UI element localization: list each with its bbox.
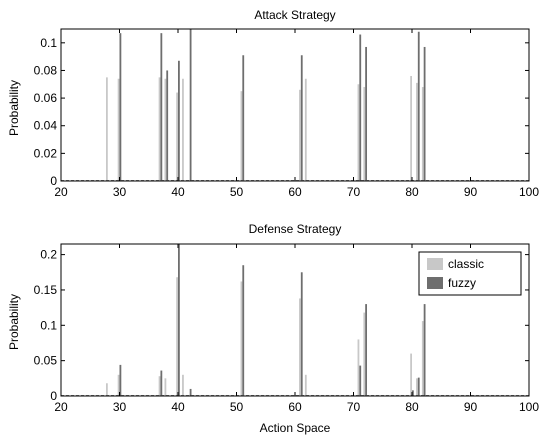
bar-series-0 bbox=[158, 77, 161, 181]
bar-series-1 bbox=[300, 55, 303, 181]
bar-series-0 bbox=[117, 78, 120, 181]
bar-series-1 bbox=[189, 29, 192, 181]
legend-swatch-classic bbox=[427, 258, 443, 270]
x-tick-label: 50 bbox=[230, 185, 244, 199]
bar-series-0 bbox=[106, 77, 108, 181]
bar-series-1 bbox=[178, 60, 180, 181]
bar-fuzzy bbox=[359, 365, 362, 396]
x-tick-label: 90 bbox=[464, 185, 478, 199]
x-tick-label: 20 bbox=[54, 185, 68, 199]
y-axis-label: Probability bbox=[7, 80, 21, 136]
x-tick-label: 40 bbox=[171, 185, 185, 199]
bar-fuzzy bbox=[417, 377, 420, 396]
bar-series-0 bbox=[240, 91, 243, 181]
bar-series-1 bbox=[242, 55, 245, 181]
x-tick-label: 40 bbox=[171, 400, 185, 414]
bar-classic bbox=[299, 298, 301, 396]
bar-series-0 bbox=[299, 89, 301, 181]
plot-frame bbox=[60, 28, 530, 182]
bar-series-1 bbox=[359, 34, 362, 181]
bar-series-0 bbox=[304, 78, 307, 181]
bar-classic bbox=[240, 281, 243, 396]
x-tick-label: 100 bbox=[519, 400, 539, 414]
legend-label-fuzzy: fuzzy bbox=[448, 276, 476, 290]
x-tick-label: 90 bbox=[464, 400, 478, 414]
x-tick-label: 30 bbox=[113, 400, 127, 414]
chart-title: Defense Strategy bbox=[249, 222, 342, 236]
y-tick-label: 0.04 bbox=[34, 119, 58, 133]
y-tick-label: 0.1 bbox=[40, 36, 57, 50]
y-tick-label: 0 bbox=[50, 389, 57, 403]
bar-classic bbox=[117, 374, 120, 396]
y-tick-label: 0.02 bbox=[34, 146, 58, 160]
x-tick-label: 50 bbox=[230, 400, 244, 414]
bar-fuzzy bbox=[178, 244, 180, 396]
bars bbox=[61, 29, 529, 182]
legend: classic fuzzy bbox=[418, 251, 522, 296]
y-tick-label: 0.06 bbox=[34, 91, 58, 105]
bar-fuzzy bbox=[119, 364, 122, 396]
x-tick-label: 60 bbox=[288, 185, 302, 199]
bar-series-1 bbox=[365, 46, 367, 182]
bar-series-1 bbox=[119, 33, 122, 182]
bar-classic bbox=[176, 277, 178, 396]
y-axis-label: Probability bbox=[7, 294, 21, 350]
bar-fuzzy bbox=[423, 304, 426, 396]
x-tick-label: 70 bbox=[347, 185, 361, 199]
bar-series-1 bbox=[160, 33, 163, 182]
bar-series-0 bbox=[357, 84, 360, 181]
chart-title: Attack Strategy bbox=[254, 8, 335, 22]
y-tick-label: 0 bbox=[50, 174, 57, 188]
bar-series-0 bbox=[421, 87, 424, 181]
bar-classic bbox=[164, 378, 167, 396]
y-tick-label: 0.05 bbox=[34, 354, 58, 368]
y-tick-label: 0.1 bbox=[40, 318, 57, 332]
y-tick-label: 0.08 bbox=[34, 63, 58, 77]
attack-strategy-panel: Attack Strategy Probability 20 30 40 50 60 70… bbox=[7, 8, 539, 199]
bar-series-0 bbox=[182, 78, 184, 181]
bar-fuzzy bbox=[365, 304, 367, 396]
legend-swatch-fuzzy bbox=[427, 277, 443, 289]
bar-classic bbox=[421, 321, 424, 396]
x-tick-label: 70 bbox=[347, 400, 361, 414]
bar-series-0 bbox=[416, 82, 418, 181]
bar-series-1 bbox=[417, 31, 420, 182]
x-tick-label: 20 bbox=[54, 400, 68, 414]
x-tick-label: 100 bbox=[519, 185, 539, 199]
bar-series-1 bbox=[166, 70, 169, 181]
bar-classic bbox=[304, 374, 307, 396]
y-tick-label: 0.15 bbox=[34, 283, 58, 297]
bar-series-0 bbox=[164, 78, 167, 181]
bar-classic bbox=[182, 374, 184, 396]
bar-classic bbox=[363, 312, 366, 396]
y-tick-label: 0.2 bbox=[40, 248, 57, 262]
bar-classic bbox=[158, 376, 161, 396]
ticks: 20 30 40 50 60 70 80 90 100 0 0.05 0.1 0.15 0.2 bbox=[34, 244, 539, 414]
bar-series-0 bbox=[363, 87, 366, 181]
bar-series-0 bbox=[410, 75, 412, 181]
bar-fuzzy bbox=[412, 390, 414, 396]
bar-series-0 bbox=[176, 92, 178, 181]
x-tick-label: 60 bbox=[288, 400, 302, 414]
bar-fuzzy bbox=[242, 265, 245, 396]
legend-label-classic: classic bbox=[448, 257, 484, 271]
ticks: 20 30 40 50 60 70 80 90 100 0 0.02 0.04 0.06 0.08 0.1 bbox=[34, 29, 539, 199]
bar-fuzzy bbox=[160, 370, 163, 396]
bar-classic bbox=[410, 353, 412, 396]
bar-classic bbox=[106, 383, 108, 396]
defense-strategy-panel: Defense Strategy Probability Action Spac… bbox=[7, 222, 539, 435]
bar-classic bbox=[357, 339, 360, 396]
bar-fuzzy bbox=[189, 388, 192, 396]
bar-fuzzy bbox=[300, 272, 303, 396]
bar-series-1 bbox=[423, 46, 426, 182]
x-axis-label: Action Space bbox=[260, 421, 331, 435]
x-tick-label: 30 bbox=[113, 185, 127, 199]
x-tick-label: 80 bbox=[405, 185, 419, 199]
x-tick-label: 80 bbox=[405, 400, 419, 414]
bar-classic bbox=[416, 378, 418, 396]
